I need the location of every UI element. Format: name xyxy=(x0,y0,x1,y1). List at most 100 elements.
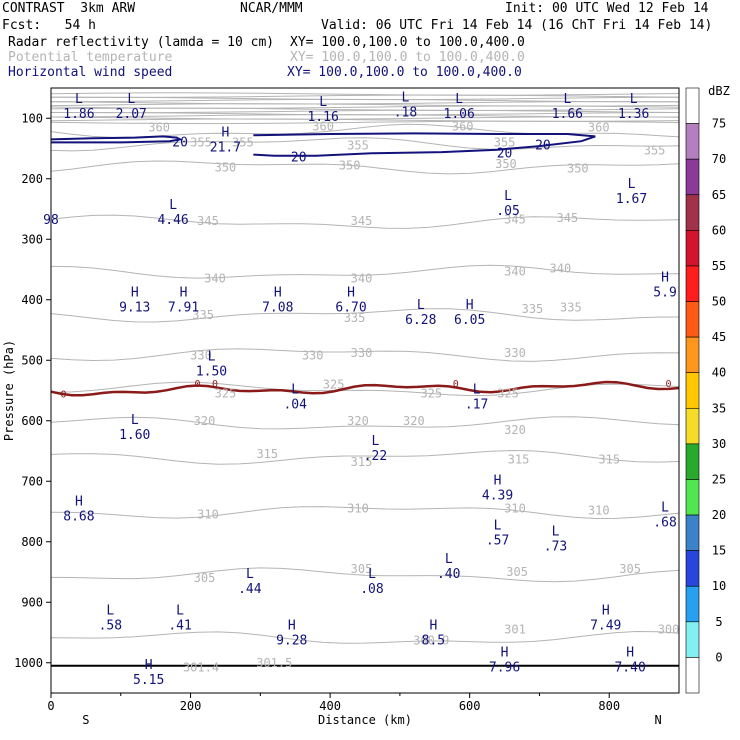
theta-label: 355 xyxy=(494,135,516,149)
colorbar-level: 65 xyxy=(712,188,726,202)
extremum-marker: L xyxy=(661,501,669,516)
colorbar-level: 30 xyxy=(712,437,726,451)
extremum-value: .41 xyxy=(168,618,191,633)
extremum-marker: L xyxy=(176,603,184,618)
theta-label: 315 xyxy=(598,452,620,466)
wind-speed-contours xyxy=(50,132,596,157)
extremum-marker: L xyxy=(291,383,299,398)
extremum-value: 7.91 xyxy=(168,301,199,316)
theta-label: 340 xyxy=(351,272,373,286)
extremum-marker: H xyxy=(75,494,83,509)
extremum-marker: H xyxy=(494,473,502,488)
extremum-marker: L xyxy=(368,567,376,582)
extremum-value: 6.28 xyxy=(405,313,436,328)
theta-label: 305 xyxy=(506,565,528,579)
wind-contour xyxy=(50,135,184,144)
north-label: N xyxy=(654,713,661,727)
colorbar-swatch xyxy=(685,158,700,196)
theta-contour xyxy=(50,630,680,644)
theta-label: 360 xyxy=(588,120,610,134)
extremum-value: 7.49 xyxy=(590,618,621,633)
extremum-marker: L xyxy=(445,552,453,567)
colorbar-level: 75 xyxy=(712,117,726,131)
theta-label: 310 xyxy=(588,503,610,517)
theta-label: 350 xyxy=(567,161,589,175)
theta-label: 350 xyxy=(495,157,517,171)
extremum-value: 4.46 xyxy=(157,213,188,228)
colorbar-level: 35 xyxy=(712,401,726,415)
theta-contour xyxy=(50,567,680,583)
extremum-marker: L xyxy=(75,92,83,107)
theta-contour xyxy=(50,214,680,229)
field-wind-xy: XY= 100.0,100.0 to 100.0,400.0 xyxy=(287,65,522,80)
extremum-marker: L xyxy=(319,95,327,110)
reflectivity-zero-contour xyxy=(50,380,680,667)
theta-label: 325 xyxy=(323,377,345,391)
theta-label: 335 xyxy=(344,311,366,325)
extremum-value: 1.60 xyxy=(119,428,150,443)
theta-label: 320 xyxy=(347,414,369,428)
wind-contour xyxy=(253,132,596,157)
extremum-value: .08 xyxy=(360,582,383,597)
extremum-value: .05 xyxy=(496,204,519,219)
extremum-value: 5.9 xyxy=(653,286,676,301)
theta-label: 355 xyxy=(347,138,369,152)
theta-label: 360 xyxy=(312,120,334,134)
x-tick-label: 800 xyxy=(598,699,620,713)
theta-contour xyxy=(50,264,679,279)
extremum-value: 7.40 xyxy=(614,661,645,676)
theta-label: 310 xyxy=(347,501,369,515)
extremum-value: 1.06 xyxy=(444,107,475,122)
colorbar-swatch xyxy=(685,407,700,445)
theta-label: 325 xyxy=(215,387,237,401)
field-reflectivity-xy: XY= 100.0,100.0 to 100.0,400.0 xyxy=(290,35,525,50)
extremum-marker: L xyxy=(563,92,571,107)
extremum-value: 1.67 xyxy=(616,192,647,207)
colorbar-swatch xyxy=(685,194,700,231)
x-axis-label: Distance (km) xyxy=(318,713,412,727)
extremum-marker: H xyxy=(602,603,610,618)
extremum-value: .44 xyxy=(238,582,262,597)
wind-label: 20 xyxy=(291,151,307,166)
y-tick-label: 700 xyxy=(21,474,43,488)
colorbar-swatch xyxy=(685,443,700,480)
theta-label: 360 xyxy=(148,120,170,134)
extremum-value: 1.86 xyxy=(63,107,94,122)
plot-frame xyxy=(50,87,680,694)
theta-contours xyxy=(50,92,680,644)
colorbar-swatch xyxy=(685,123,700,160)
theta-label: 355 xyxy=(232,135,254,149)
theta-label: 340 xyxy=(550,261,572,275)
x-tick-label: 400 xyxy=(319,699,341,713)
y-tick-label: 100 xyxy=(21,111,43,125)
colorbar-swatch xyxy=(685,550,700,587)
colorbar-swatch xyxy=(685,301,700,338)
colorbar-level: 5 xyxy=(715,615,722,629)
extremum-marker: H xyxy=(466,298,474,313)
extremum-marker: L xyxy=(628,177,636,192)
theta-label: 335 xyxy=(560,301,582,315)
extremum-marker: L xyxy=(131,413,139,428)
extremum-value: .17 xyxy=(465,398,488,413)
theta-label: 315 xyxy=(351,455,373,469)
theta-label: 305 xyxy=(619,562,641,576)
extremum-marker: H xyxy=(501,646,509,661)
extremum-value: 6.70 xyxy=(335,301,366,316)
theta-label: 320 xyxy=(504,423,526,437)
extremum-value: 9.28 xyxy=(276,633,307,648)
extremum-marker: L xyxy=(455,92,463,107)
dbz-zero-label: 0 xyxy=(61,390,67,401)
colorbar-swatch xyxy=(685,265,700,302)
colorbar-level: 55 xyxy=(712,259,726,273)
source-label: NCAR/MMM xyxy=(240,1,303,16)
model-title: CONTRAST 3km ARW xyxy=(2,1,136,16)
extremum-marker: L xyxy=(417,298,425,313)
colorbar-swatch xyxy=(685,87,700,124)
colorbar-level: 50 xyxy=(712,295,726,309)
theta-label: 310 xyxy=(197,508,219,522)
y-axis-label: Pressure (hPa) xyxy=(2,340,16,441)
y-tick-label: 900 xyxy=(21,595,43,609)
theta-label: 330 xyxy=(190,348,212,362)
extremum-value: .18 xyxy=(394,105,417,120)
extremum-marker: H xyxy=(145,658,153,673)
